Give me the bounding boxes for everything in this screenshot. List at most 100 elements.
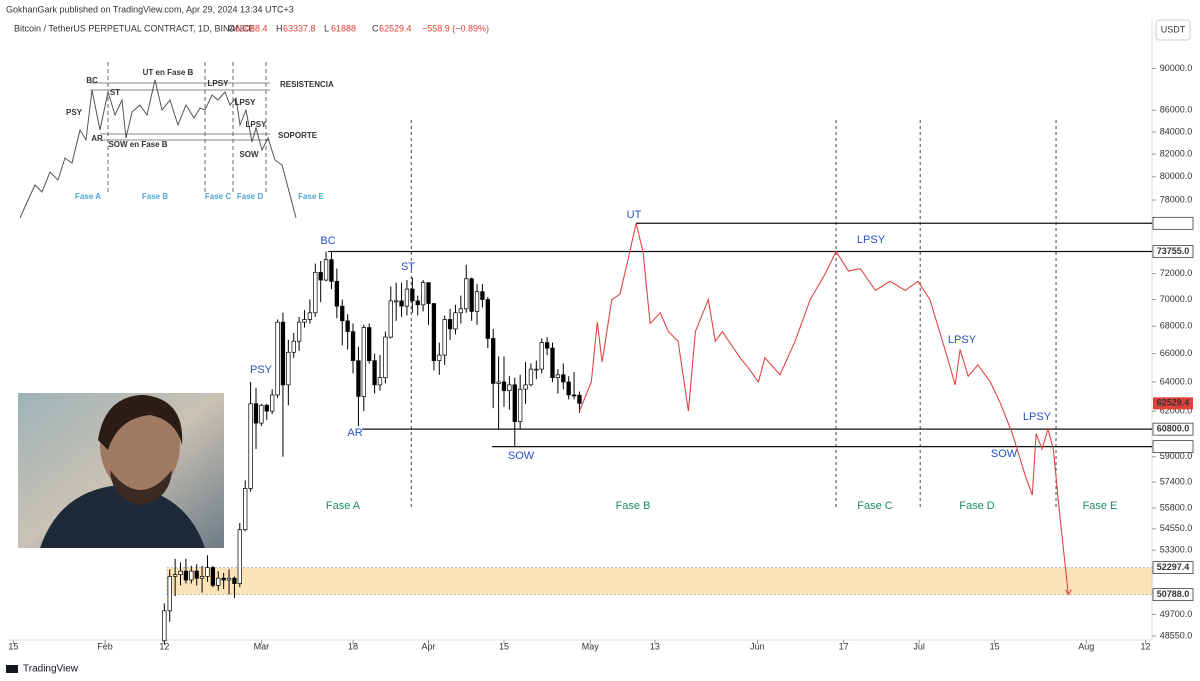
portrait-body [40,485,205,548]
inset-label: LPSY [235,98,257,107]
phase-label: Fase D [959,500,995,512]
candle-body [404,288,410,307]
y-tick-label: 59000.0 [1160,451,1193,461]
ohlc-value: 63088.4 [235,23,268,33]
y-tick-label: 70000.0 [1160,294,1193,304]
candle-body [232,577,237,584]
candle-body [377,377,383,386]
price-tag-label: 60800.0 [1157,423,1190,433]
support-zone [166,567,1153,595]
price-tag-label: 62529.4 [1157,398,1190,408]
candle-body [561,374,566,383]
inset-label: AR [91,134,103,143]
y-tick-label: 84000.0 [1160,126,1193,136]
annotation: LPSY [1023,411,1052,423]
x-tick-label: Jul [913,641,925,651]
candle-body [431,303,437,362]
candle-body [291,340,296,353]
candle-body [221,577,226,581]
x-tick-label: Mar [254,641,270,651]
symbol-title: Bitcoin / TetherUS PERPETUAL CONTRACT, 1… [14,23,255,33]
candle-body [442,319,447,356]
inset-phase: Fase A [75,192,101,201]
candle-body [189,570,194,581]
annotation: LPSY [857,234,886,246]
x-tick-label: 12 [159,641,169,651]
price-tag-label: 50788.0 [1157,589,1190,599]
candle-body [183,570,189,581]
x-tick-label: Jun [750,641,765,651]
price-tag [1152,245,1194,258]
candle-body [528,368,534,386]
candle-body [248,403,253,489]
price-tag [1152,561,1194,574]
candle-body [340,305,345,322]
y-tick-label: 48550.0 [1160,630,1193,640]
candle-body [534,368,539,371]
x-tick-label: Aug [1078,641,1094,651]
portrait-hair [98,395,183,450]
candle-body [571,394,577,397]
ohlc-value: 61888 [331,23,356,33]
candle-body [172,574,178,577]
annotation: SOW [508,450,535,462]
ohlc-letter: L [324,23,329,33]
y-tick-label: 57400.0 [1160,476,1193,486]
ohlc-letter: O [228,23,235,33]
candle-body [178,570,183,576]
candle-body [469,278,474,312]
candle-body [437,354,442,362]
candle-body [243,488,248,531]
candle-body [318,272,323,281]
candle-body [302,319,307,323]
annotation: PSY [250,364,273,376]
ohlc-legend: O 63088.4 H 63337.8 L 61888 C 62529.4 −558.9 (−0… [228,23,489,33]
price-tag-label: 73755.0 [1157,246,1190,256]
candle-body [383,336,388,379]
candle-body [555,374,561,379]
inset-label: SOPORTE [278,131,318,140]
candle-body [329,259,334,282]
y-tick-label: 64000.0 [1160,376,1193,386]
candle-body [345,320,350,332]
annotation: ST [401,261,415,273]
phase-label: Fase A [326,500,361,512]
inset-label: PSY [66,108,83,117]
y-tick-label: 54550.0 [1160,523,1193,533]
candle-body [550,347,555,379]
candle-body [372,360,377,386]
phase-label: Fase C [857,500,893,512]
portrait [18,393,224,548]
candle-body [253,403,259,424]
x-tick-label: 17 [839,641,849,651]
candle-body [415,300,420,306]
candle-body [501,381,507,391]
candle-body [464,278,469,310]
plot-area: 90000.0 86000.0 84000.0 82000.0 80000.0 78000… [8,63,1194,651]
y-tick-label: 90000.0 [1160,63,1193,73]
x-tick-label: 15 [8,641,18,651]
inset-label: ST [110,88,120,97]
candle-body [474,291,480,312]
candle-body [507,384,512,391]
portrait-beard [110,470,172,505]
y-tick-label: 82000.0 [1160,148,1193,158]
projection-arrow [1065,589,1072,596]
candle-body [237,529,242,584]
candle-body [280,321,286,386]
candle-body [566,381,571,396]
price-tag [1152,440,1194,453]
inset-label: LPSY [246,120,268,129]
y-tick-label: 68000.0 [1160,321,1193,331]
candle-body [399,300,404,307]
candle-body [264,404,269,412]
candle-body [334,280,340,307]
y-tick-label: 86000.0 [1160,105,1193,115]
annotation: AR [347,427,362,439]
ohlc-value: 63337.8 [283,23,316,33]
currency-box [1155,19,1191,41]
candle-body [426,282,431,304]
candle-body [226,577,232,581]
candle-body [523,384,528,390]
